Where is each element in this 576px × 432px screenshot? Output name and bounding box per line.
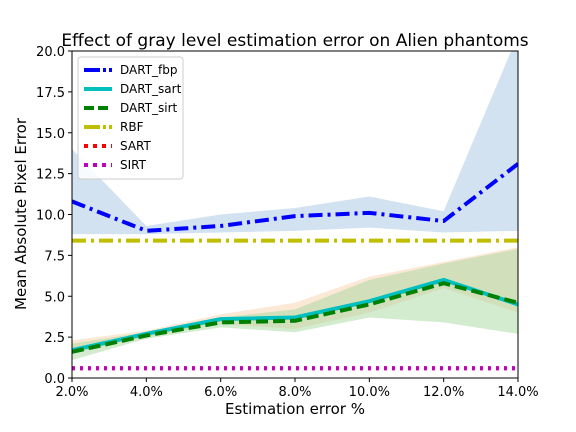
legend-label-sart: SART — [120, 139, 152, 153]
band-dart-sirt — [72, 248, 518, 361]
y-tick-label: 10.0 — [36, 209, 65, 224]
y-tick-label: 12.5 — [36, 168, 65, 183]
series-line-dart-fbp — [72, 162, 518, 233]
legend-label-dart-sirt: DART_sirt — [120, 101, 178, 115]
legend-label-dart-fbp: DART_fbp — [120, 63, 178, 77]
x-axis: 2.0% 4.0% 6.0% 8.0% 10.0% 12.0% 14.0% — [55, 378, 539, 400]
x-tick-label: 4.0% — [130, 385, 163, 400]
x-tick-label: 12.0% — [423, 385, 464, 400]
x-tick-label: 2.0% — [55, 385, 88, 400]
x-tick-label: 14.0% — [497, 385, 538, 400]
y-tick-label: 20.0 — [36, 45, 65, 60]
y-tick-label: 7.5 — [44, 249, 65, 264]
series-line-dart-sirt — [72, 281, 518, 354]
band-dart-fbp — [72, 51, 518, 235]
series-lines — [72, 162, 518, 371]
x-tick-label: 10.0% — [349, 385, 390, 400]
y-axis-label: Mean Absolute Pixel Error — [12, 117, 30, 310]
chart-title: Effect of gray level estimation error on… — [61, 31, 528, 51]
y-tick-label: 15.0 — [36, 127, 65, 142]
y-tick-label: 5.0 — [44, 290, 65, 305]
y-tick-label: 2.5 — [44, 331, 65, 346]
legend: DART_fbp DART_sart DART_sirt RBF SART SIRT — [77, 56, 184, 180]
legend-label-rbf: RBF — [120, 120, 144, 134]
y-tick-label: 17.5 — [36, 86, 65, 101]
legend-label-sirt: SIRT — [120, 158, 147, 172]
x-tick-label: 8.0% — [278, 385, 311, 400]
legend-label-dart-sart: DART_sart — [120, 82, 182, 96]
x-tick-label: 6.0% — [204, 385, 237, 400]
x-axis-label: Estimation error % — [225, 400, 365, 418]
y-tick-label: 0.0 — [44, 372, 65, 387]
y-axis: 0.0 2.5 5.0 7.5 10.0 12.5 15.0 17.5 20.0 — [36, 45, 72, 387]
